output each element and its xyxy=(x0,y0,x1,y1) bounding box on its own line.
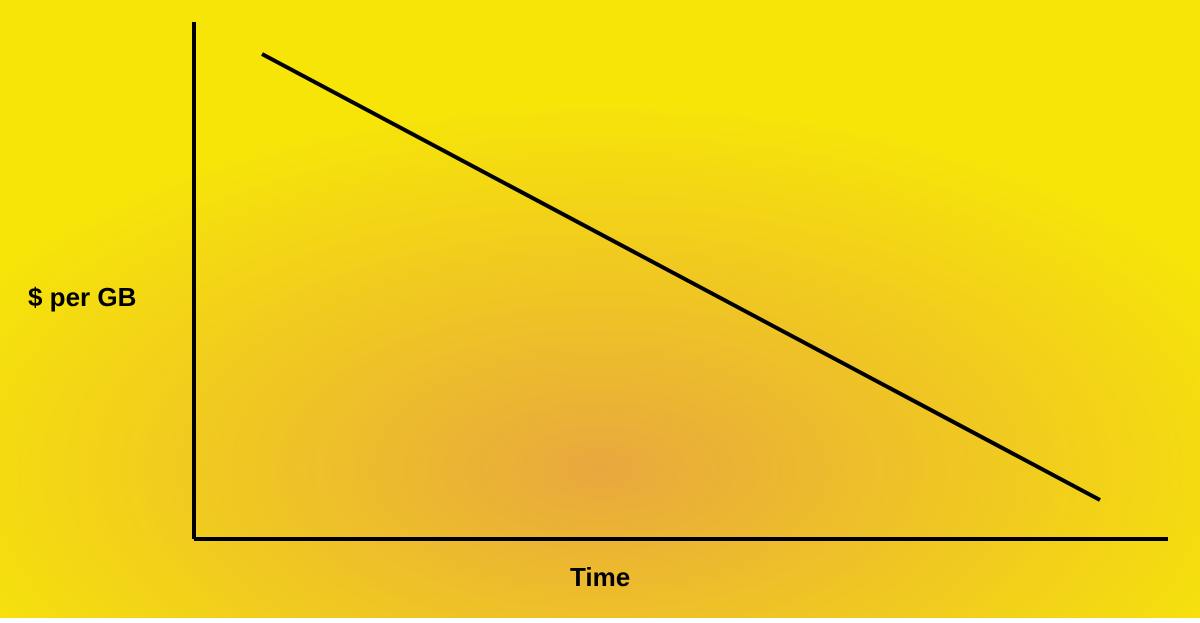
chart-background xyxy=(0,0,1200,618)
chart-svg xyxy=(0,0,1200,618)
cost-per-gb-chart: $ per GB Time xyxy=(0,0,1200,618)
x-axis-label: Time xyxy=(570,562,630,593)
y-axis-label: $ per GB xyxy=(28,282,136,313)
